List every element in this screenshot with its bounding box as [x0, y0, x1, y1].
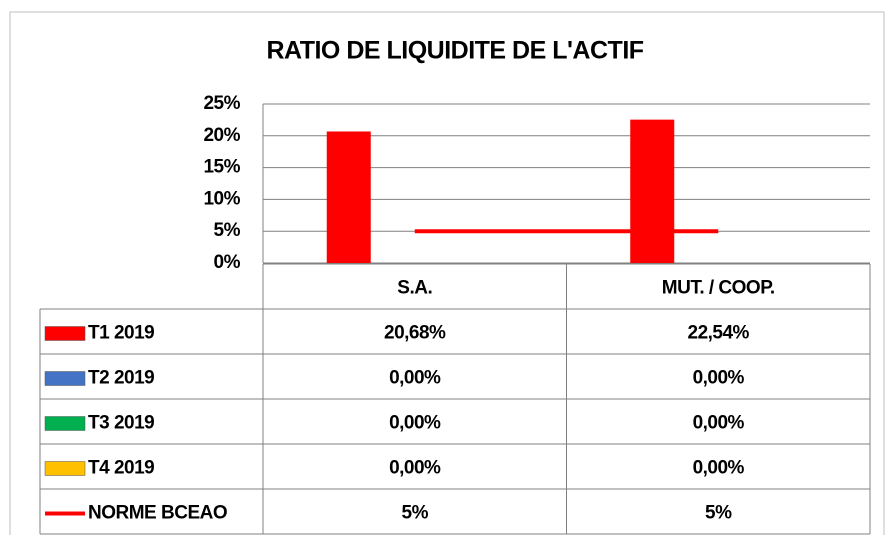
y-tick-label: 5% — [214, 220, 241, 241]
table-cell: 0,00% — [693, 368, 745, 389]
y-tick-label: 15% — [203, 157, 240, 178]
y-tick-label: 20% — [203, 125, 240, 146]
bar — [630, 119, 675, 263]
y-tick-label: 10% — [203, 188, 240, 209]
legend-key — [44, 326, 86, 341]
y-tick-label: 25% — [203, 93, 240, 114]
table-cell: 20,68% — [384, 323, 446, 344]
legend-label: T2 2019 — [88, 368, 154, 389]
table-cell: 0,00% — [389, 458, 441, 479]
bar — [326, 131, 371, 263]
x-tick-label: MUT. / COOP. — [662, 278, 775, 299]
table-cell: 0,00% — [693, 413, 745, 434]
y-tick-label: 0% — [214, 252, 241, 273]
legend-label: T4 2019 — [88, 458, 154, 479]
x-tick-label: S.A. — [397, 278, 432, 299]
chart-title: RATIO DE LIQUIDITE DE L'ACTIF — [266, 37, 643, 65]
legend-key — [44, 416, 86, 431]
legend-label: T1 2019 — [88, 323, 154, 344]
legend-label: T3 2019 — [88, 413, 154, 434]
chart-frame — [9, 11, 885, 535]
table-cell: 0,00% — [693, 458, 745, 479]
legend-label: NORME BCEAO — [88, 503, 227, 524]
legend-key — [44, 371, 86, 386]
table-cell: 5% — [705, 503, 732, 524]
table-cell: 5% — [402, 503, 429, 524]
table-cell: 0,00% — [389, 413, 441, 434]
table-cell: 0,00% — [389, 368, 441, 389]
legend-key — [44, 461, 86, 476]
table-cell: 22,54% — [688, 323, 750, 344]
